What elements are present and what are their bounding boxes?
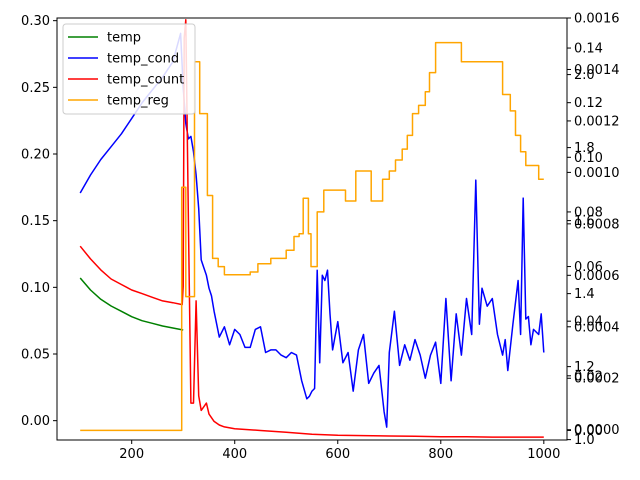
left-y-tick-label: 0.20 (21, 148, 50, 163)
right1-tick-label: 0.0004 (574, 320, 620, 335)
right2-tick-label: 2.0 (574, 68, 595, 83)
right1-tick-label: 0.0010 (574, 166, 620, 181)
x-tick-label: 600 (325, 447, 350, 462)
series-line-temp-count (79, 19, 544, 438)
right1-tick-label: 0.0000 (574, 423, 620, 438)
left-y-tick-label: 0.05 (21, 348, 50, 363)
right2-tick-label: 1.8 (574, 141, 595, 156)
left-y-axis: 0.00 0.05 0.10 0.15 0.20 0.25 0.30 (21, 14, 57, 429)
legend-label-temp-count: temp_count (107, 73, 184, 88)
right2-tick-label: 1.6 (574, 214, 595, 229)
series-line-temp-cond (79, 32, 545, 428)
series-layer (79, 19, 545, 438)
left-y-tick-label: 0.15 (21, 214, 50, 229)
x-tick-label: 800 (428, 447, 453, 462)
series-line-temp (79, 277, 184, 331)
legend-box (62, 23, 196, 115)
right3-tick-label: 0.10 (574, 151, 603, 166)
right3-tick-label: 0.06 (574, 260, 603, 275)
legend-label-temp-cond: temp_cond (107, 52, 179, 67)
x-tick-label: 1000 (527, 447, 560, 462)
right2-tick-label: 1.0 (574, 433, 595, 448)
right3-tick-label: 0.00 (574, 424, 603, 439)
x-tick-label: 200 (119, 447, 144, 462)
right1-tick-label: 0.0016 (574, 12, 620, 27)
right3-tick-label: 0.02 (574, 369, 603, 384)
x-tick-label: 400 (222, 447, 247, 462)
right1-tick-label: 0.0014 (574, 63, 620, 78)
x-axis: 200 400 600 800 1000 (119, 440, 560, 462)
series-line-temp-reg (80, 41, 544, 432)
right1-tick-label: 0.0002 (574, 372, 620, 387)
right3-tick-label: 0.12 (574, 96, 603, 111)
right-y-axes: 0.0000 0.0002 0.0004 0.0006 0.0008 0.0010 0.00… (567, 12, 620, 448)
right2-tick-label: 1.2 (574, 360, 595, 375)
right3-tick-label: 0.04 (574, 315, 603, 330)
left-y-tick-label: 0.30 (21, 14, 50, 29)
left-y-tick-label: 0.00 (21, 414, 50, 429)
legend: temp temp_cond temp_count temp_reg (62, 23, 196, 115)
right2-tick-label: 1.4 (574, 287, 595, 302)
legend-label-temp-reg: temp_reg (107, 94, 169, 109)
left-y-tick-label: 0.25 (21, 81, 50, 96)
right1-tick-label: 0.0012 (574, 114, 620, 129)
right1-tick-label: 0.0006 (574, 269, 620, 284)
right3-tick-label: 0.08 (574, 205, 603, 220)
left-y-tick-label: 0.10 (21, 281, 50, 296)
right1-tick-label: 0.0008 (574, 217, 620, 232)
legend-label-temp: temp (107, 31, 141, 46)
plot-frame (56, 17, 568, 441)
right3-tick-label: 0.14 (574, 42, 603, 57)
